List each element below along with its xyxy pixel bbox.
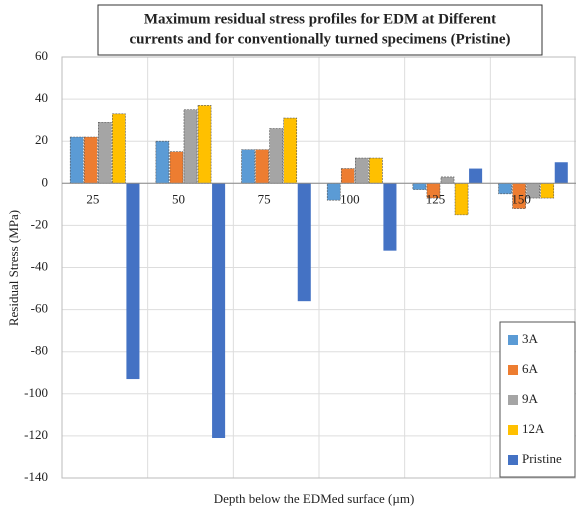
bar [340,168,355,184]
bar [412,183,427,190]
bar [112,113,126,184]
chart-title: Maximum residual stress profiles for EDM… [144,11,496,27]
y-tick-label: -100 [24,385,48,400]
y-tick-label: 0 [42,174,49,189]
chart-title: currents and for conventionally turned s… [129,31,510,47]
bar [241,149,255,184]
bar [169,151,184,184]
legend-label: 6A [522,361,539,376]
bar [369,157,383,184]
bar [383,183,397,251]
bar [197,105,212,184]
bar [454,183,469,216]
legend-label: 12A [522,421,545,436]
legend-label: Pristine [522,451,562,466]
y-tick-label: -60 [31,301,48,316]
bar [469,168,483,184]
bar [283,117,298,184]
y-tick-label: 40 [35,90,48,105]
legend-label: 9A [522,391,539,406]
y-tick-label: 20 [35,132,48,147]
x-tick-label: 75 [258,191,271,206]
y-tick-label: -20 [31,216,48,231]
legend-swatch [508,425,518,435]
x-tick-label: 25 [86,191,99,206]
bar [183,109,198,184]
x-axis-label: Depth below the EDMed surface (µm) [214,491,415,506]
y-tick-label: -80 [31,343,48,358]
y-tick-label: 60 [35,48,48,63]
plot-border [61,56,576,479]
bar [297,183,311,302]
y-tick-label: -40 [31,258,48,273]
bar [540,183,555,199]
legend-swatch [508,395,518,405]
legend-swatch [508,335,518,345]
bar [440,176,455,184]
x-tick-label: 50 [172,191,185,206]
x-tick-label: 100 [340,191,360,206]
legend-swatch [508,455,518,465]
x-tick-label: 125 [426,191,446,206]
y-axis-label: Residual Stress (MPa) [6,210,21,326]
bar [269,128,283,184]
bar [355,157,369,184]
bar [255,149,269,184]
bar [126,183,140,380]
bar [498,183,512,195]
bar [212,183,226,439]
bar [98,121,112,184]
title-box [97,4,543,56]
x-tick-label: 150 [511,191,531,206]
bar [69,136,84,184]
y-tick-label: -140 [24,469,48,484]
bar [155,140,170,184]
bar [83,136,98,184]
bar [554,162,568,184]
bar [326,183,341,201]
legend-label: 3A [522,331,539,346]
legend-swatch [508,365,518,375]
y-tick-label: -120 [24,427,48,442]
